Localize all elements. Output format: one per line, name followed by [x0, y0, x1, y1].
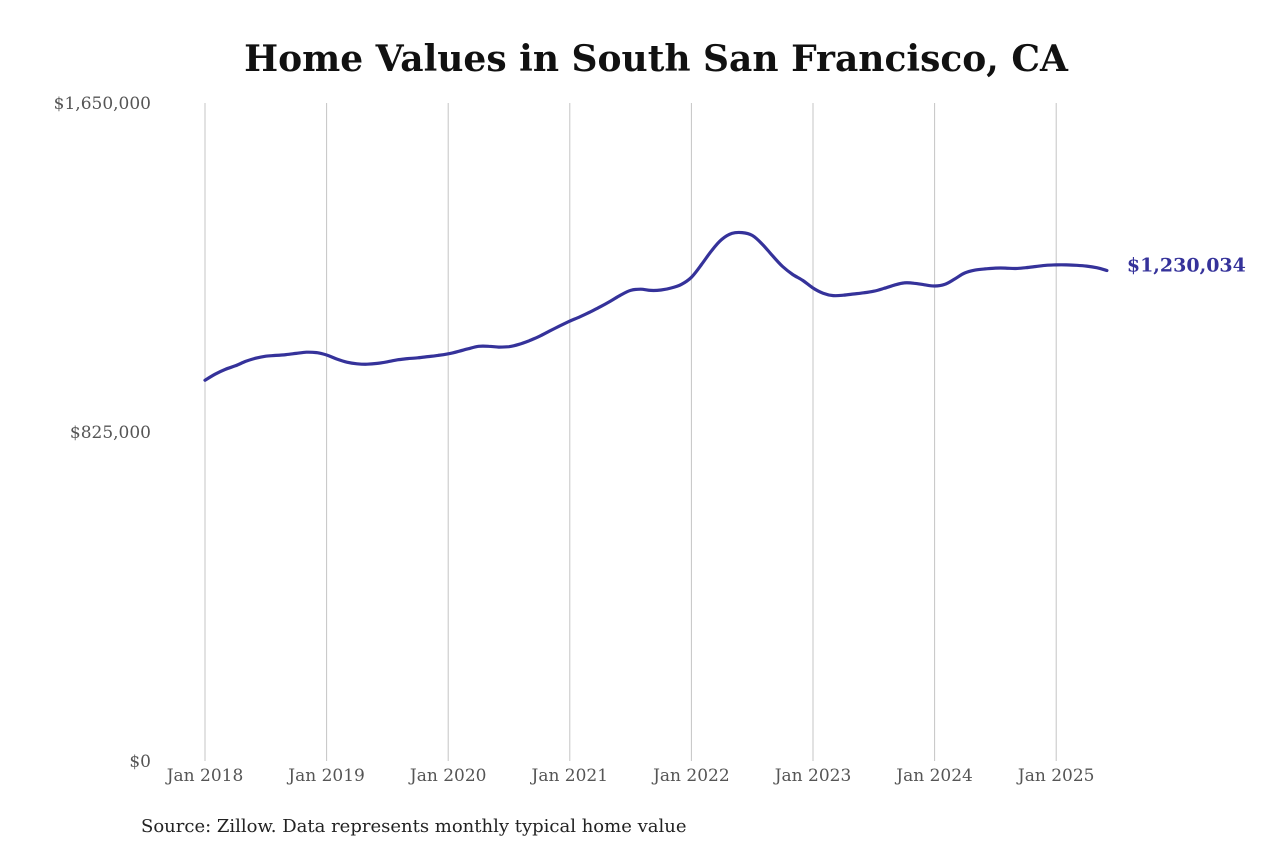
x-tick-label: Jan 2020	[408, 766, 487, 786]
end-value-label: $1,230,034	[1127, 254, 1246, 276]
y-axis-ticks: $0 $825,000 $1,650,000	[54, 94, 151, 772]
x-axis-ticks: Jan 2018 Jan 2019 Jan 2020 Jan 2021 Jan 2022…	[165, 766, 1095, 786]
gridlines	[204, 103, 1057, 761]
x-tick-label: Jan 2018	[165, 766, 244, 786]
source-note: Source: Zillow. Data represents monthly …	[141, 816, 687, 837]
x-tick-label: Jan 2025	[1016, 766, 1095, 786]
y-tick-label: $825,000	[70, 423, 151, 443]
x-tick-label: Jan 2019	[286, 766, 365, 786]
y-tick-label: $0	[129, 752, 151, 772]
series-line	[203, 230, 1109, 382]
chart-title: Home Values in South San Francisco, CA	[244, 38, 1068, 80]
end-label-layer: $1,230,034	[1127, 254, 1246, 276]
x-tick-label: Jan 2022	[651, 766, 730, 786]
x-tick-label: Jan 2021	[530, 766, 609, 786]
series-layer	[203, 230, 1109, 382]
x-tick-label: Jan 2024	[894, 766, 973, 786]
y-tick-label: $1,650,000	[54, 94, 151, 114]
x-tick-label: Jan 2023	[773, 766, 852, 786]
